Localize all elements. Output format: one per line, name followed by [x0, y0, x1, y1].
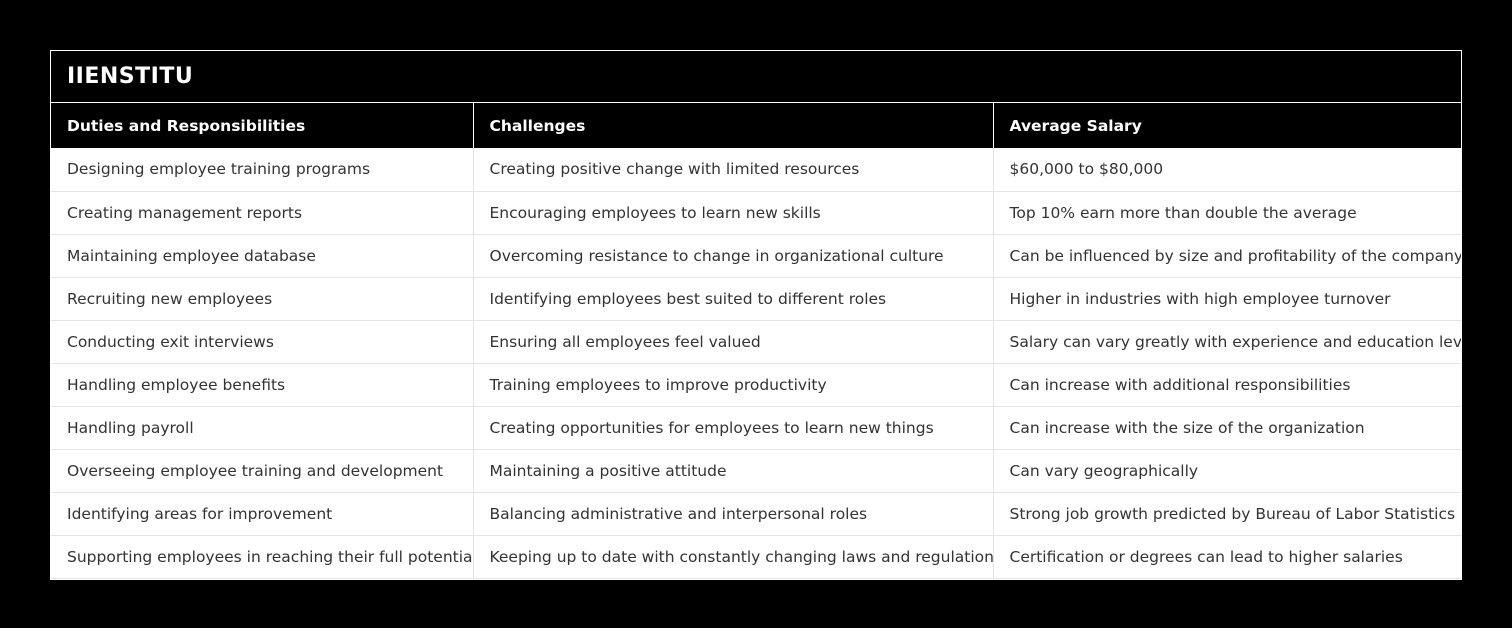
cell-challenge: Ensuring all employees feel valued — [473, 320, 994, 364]
cell-challenge: Keeping up to date with constantly chang… — [473, 535, 994, 579]
cell-challenge: Creating opportunities for employees to … — [473, 406, 994, 450]
cell-salary: Salary can vary greatly with experience … — [993, 320, 1461, 364]
infographic-card: IIENSTITU Duties and Responsibilities Ch… — [50, 50, 1462, 580]
table-row: Supporting employees in reaching their f… — [51, 535, 1461, 579]
cell-salary: $60,000 to $80,000 — [993, 148, 1461, 192]
cell-salary: Can increase with the size of the organi… — [993, 406, 1461, 450]
cell-duty: Handling payroll — [51, 406, 474, 450]
brand-title: IIENSTITU — [67, 64, 194, 89]
cell-challenge: Identifying employees best suited to dif… — [473, 277, 994, 321]
header-row: Duties and Responsibilities Challenges A… — [51, 103, 1461, 148]
table-row: Designing employee training programs Cre… — [51, 148, 1461, 192]
column-header-challenges: Challenges — [473, 103, 994, 148]
table-row: Maintaining employee database Overcoming… — [51, 234, 1461, 278]
cell-duty: Overseeing employee training and develop… — [51, 449, 474, 493]
cell-salary: Certification or degrees can lead to hig… — [993, 535, 1461, 579]
cell-salary: Strong job growth predicted by Bureau of… — [993, 492, 1461, 536]
table-row: Creating management reports Encouraging … — [51, 191, 1461, 235]
column-header-duties: Duties and Responsibilities — [51, 103, 474, 148]
cell-challenge: Maintaining a positive attitude — [473, 449, 994, 493]
cell-challenge: Overcoming resistance to change in organ… — [473, 234, 994, 278]
table-header: Duties and Responsibilities Challenges A… — [51, 103, 1461, 148]
table-row: Overseeing employee training and develop… — [51, 449, 1461, 493]
brand-header: IIENSTITU — [51, 51, 1461, 103]
cell-salary: Can increase with additional responsibil… — [993, 363, 1461, 407]
cell-duty: Conducting exit interviews — [51, 320, 474, 364]
cell-challenge: Creating positive change with limited re… — [473, 148, 994, 192]
cell-duty: Designing employee training programs — [51, 148, 474, 192]
cell-duty: Recruiting new employees — [51, 277, 474, 321]
cell-salary: Higher in industries with high employee … — [993, 277, 1461, 321]
cell-salary: Can be influenced by size and profitabil… — [993, 234, 1461, 278]
cell-duty: Maintaining employee database — [51, 234, 474, 278]
table-row: Identifying areas for improvement Balanc… — [51, 492, 1461, 536]
table-body: Designing employee training programs Cre… — [51, 148, 1461, 579]
cell-challenge: Balancing administrative and interperson… — [473, 492, 994, 536]
cell-challenge: Encouraging employees to learn new skill… — [473, 191, 994, 235]
hr-specialist-table: Duties and Responsibilities Challenges A… — [51, 103, 1461, 579]
table-row: Handling employee benefits Training empl… — [51, 363, 1461, 407]
table-row: Handling payroll Creating opportunities … — [51, 406, 1461, 450]
cell-salary: Top 10% earn more than double the averag… — [993, 191, 1461, 235]
cell-salary: Can vary geographically — [993, 449, 1461, 493]
cell-duty: Supporting employees in reaching their f… — [51, 535, 474, 579]
cell-duty: Creating management reports — [51, 191, 474, 235]
cell-challenge: Training employees to improve productivi… — [473, 363, 994, 407]
column-header-salary: Average Salary — [993, 103, 1461, 148]
cell-duty: Handling employee benefits — [51, 363, 474, 407]
table-row: Conducting exit interviews Ensuring all … — [51, 320, 1461, 364]
table-row: Recruiting new employees Identifying emp… — [51, 277, 1461, 321]
cell-duty: Identifying areas for improvement — [51, 492, 474, 536]
